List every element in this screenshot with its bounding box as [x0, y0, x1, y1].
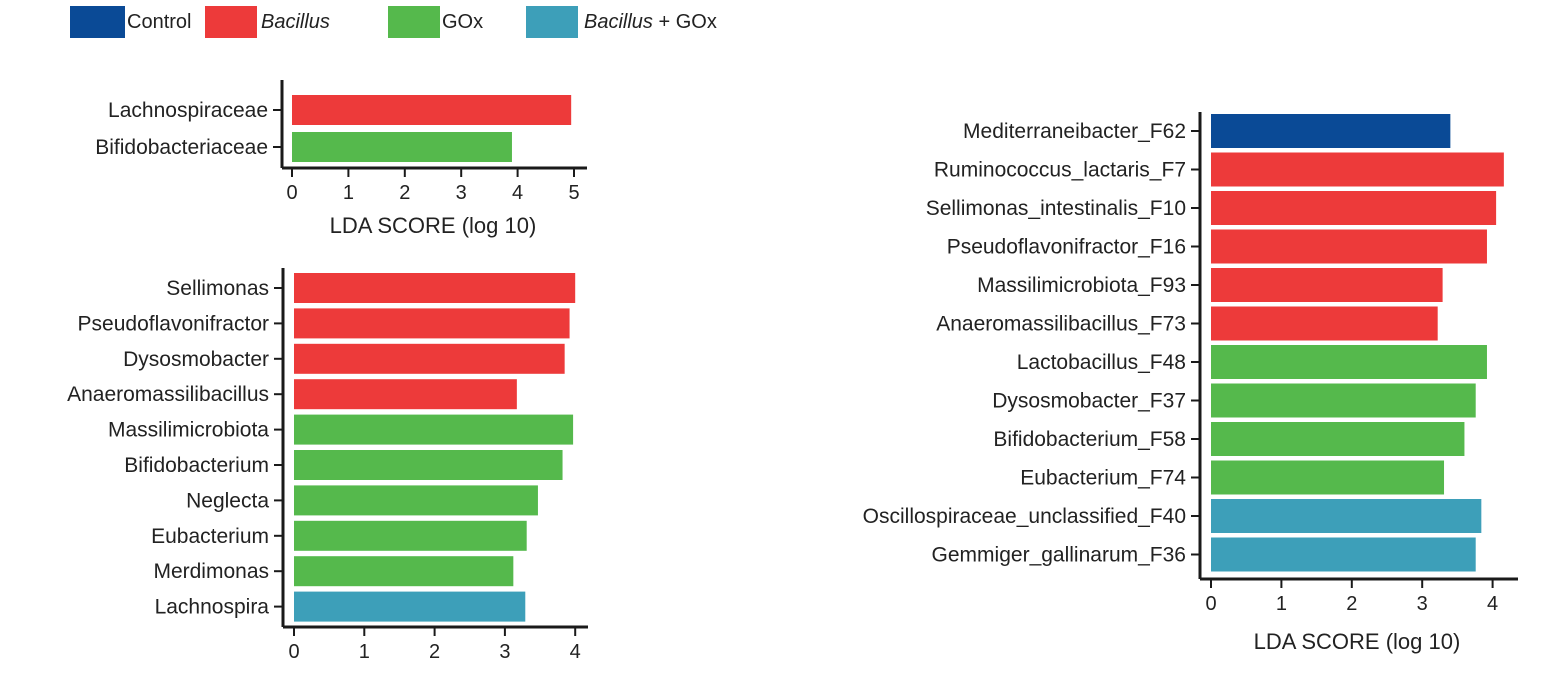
bar-species-lactobacillus-f48: [1211, 345, 1487, 379]
bar-genus-lachnospira: [294, 591, 526, 622]
legend-label-control: Control: [127, 10, 192, 33]
bar-species-sellimonas-intestinalis-f10: [1211, 191, 1497, 225]
bar-family-bifidobacteriaceae: [292, 132, 512, 162]
legend-item-bacillus: Bacillus: [205, 6, 330, 38]
category-label: Merdimonas: [153, 560, 269, 583]
legend-item-gox: GOx: [388, 6, 483, 38]
x-tick-label: 4: [1487, 593, 1498, 615]
category-label: Neglecta: [186, 489, 269, 512]
legend: Control Bacillus GOx Bacillus + GOx: [0, 0, 1554, 60]
legend-item-bacillus-gox: Bacillus + GOx: [526, 6, 717, 38]
bar-genus-sellimonas: [294, 273, 576, 303]
bar-species-massilimicrobiota-f93: [1211, 268, 1443, 302]
category-label: Bifidobacterium_F58: [993, 428, 1186, 451]
category-label: Ruminococcus_lactaris_F7: [934, 159, 1186, 182]
bar-species-dysosmobacter-f37: [1211, 383, 1476, 418]
bar-species-eubacterium-f74: [1211, 460, 1445, 495]
category-label: Dysosmobacter_F37: [992, 390, 1186, 413]
category-label: Lachnospira: [155, 596, 270, 619]
bar-genus-pseudoflavonifractor: [294, 308, 570, 339]
legend-swatch-bacillus: [205, 6, 257, 38]
bar-species-gemmiger-gallinarum-f36: [1211, 537, 1476, 572]
category-label: Anaeromassilibacillus_F73: [936, 313, 1186, 336]
category-label: Oscillospiraceae_unclassified_F40: [863, 505, 1186, 528]
category-label: Anaeromassilibacillus: [67, 383, 269, 406]
category-label: Sellimonas: [166, 277, 269, 300]
category-label: Bifidobacterium: [124, 454, 269, 477]
legend-swatch-bacillus-gox: [526, 6, 578, 38]
x-tick-label: 2: [429, 641, 440, 663]
x-tick-label: 5: [568, 182, 579, 204]
x-tick-label: 4: [512, 182, 523, 204]
chart-species: Mediterraneibacter_F62 Ruminococcus_lacta…: [863, 112, 1518, 654]
category-label: Lachnospiraceae: [108, 99, 268, 122]
bar-genus-neglecta: [294, 485, 538, 516]
legend-label-bacillus-gox: Bacillus + GOx: [584, 10, 717, 33]
x-tick-label: 3: [499, 641, 510, 663]
category-label: Dysosmobacter: [123, 348, 269, 371]
legend-label-gox: GOx: [442, 10, 484, 33]
x-tick-label: 1: [343, 182, 354, 204]
category-label: Mediterraneibacter_F62: [963, 120, 1186, 143]
x-tick-label: 3: [456, 182, 467, 204]
category-label: Pseudoflavonifractor_F16: [947, 236, 1186, 259]
x-axis-label: LDA SCORE (log 10): [330, 213, 537, 238]
bar-genus-anaeromassilibacillus: [294, 379, 517, 410]
legend-swatch-gox: [388, 6, 440, 38]
x-tick-label: 1: [359, 641, 370, 663]
legend-label-bacillus: Bacillus: [261, 10, 330, 33]
x-axis-label: LDA SCORE (log 10): [1254, 629, 1461, 654]
bar-species-ruminococcus-lactaris-f7: [1211, 152, 1504, 187]
bar-species-anaeromassilibacillus-f73: [1211, 306, 1438, 341]
category-label: Massilimicrobiota: [108, 419, 269, 442]
x-tick-label: 0: [286, 182, 297, 204]
x-tick-label: 1: [1276, 593, 1287, 615]
x-tick-label: 0: [1205, 593, 1216, 615]
category-label: Sellimonas_intestinalis_F10: [926, 197, 1186, 220]
legend-item-control: Control: [70, 6, 191, 38]
bar-species-oscillospiraceae-unclassified-f40: [1211, 499, 1482, 533]
category-label: Lactobacillus_F48: [1017, 351, 1186, 374]
bar-genus-dysosmobacter: [294, 343, 565, 374]
bar-genus-bifidobacterium: [294, 450, 563, 480]
category-label: Pseudoflavonifractor: [78, 312, 269, 335]
bar-family-lachnospiraceae: [292, 95, 572, 125]
chart-family: Lachnospiraceae Bifidobacteriaceae 0 1 2 3 4 5 L…: [95, 80, 587, 238]
category-label: Gemmiger_gallinarum_F36: [932, 544, 1186, 567]
legend-swatch-control: [70, 6, 125, 38]
bar-species-bifidobacterium-f58: [1211, 422, 1465, 456]
bar-genus-merdimonas: [294, 556, 514, 587]
x-tick-label: 4: [570, 641, 581, 663]
x-tick-label: 0: [288, 641, 299, 663]
category-label: Bifidobacteriaceae: [95, 136, 268, 159]
bar-genus-eubacterium: [294, 520, 527, 551]
category-label: Massilimicrobiota_F93: [977, 274, 1186, 297]
category-label: Eubacterium: [151, 525, 269, 548]
bar-genus-massilimicrobiota: [294, 414, 574, 445]
category-label: Eubacterium_F74: [1020, 467, 1186, 490]
x-tick-label: 2: [399, 182, 410, 204]
x-tick-label: 3: [1417, 593, 1428, 615]
bar-species-pseudoflavonifractor-f16: [1211, 229, 1487, 264]
x-tick-label: 2: [1346, 593, 1357, 615]
chart-genus: Sellimonas Pseudoflavonifractor Dysosmobac…: [67, 268, 588, 663]
bar-species-mediterraneibacter-f62: [1211, 114, 1451, 148]
